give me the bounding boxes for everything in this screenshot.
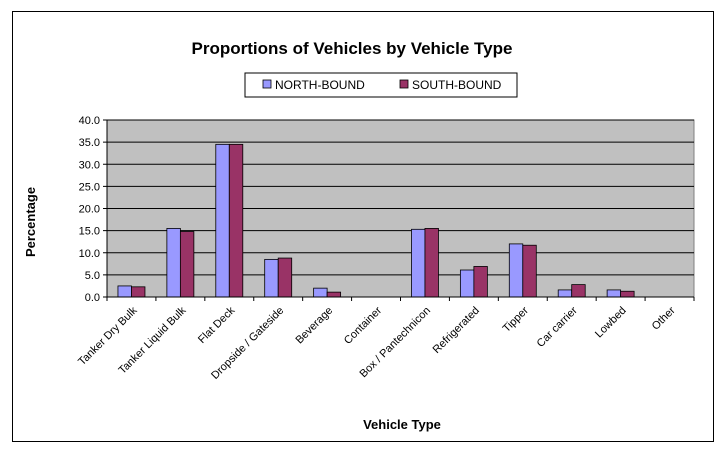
x-category-label: Tipper	[501, 304, 531, 334]
y-tick-label: 0.0	[85, 292, 100, 304]
bar-north-bound	[117, 285, 132, 298]
bar-south-bound	[522, 244, 537, 298]
bar-north-bound	[264, 258, 279, 298]
y-tick-label: 25.0	[79, 181, 100, 193]
x-category-label: Refrigerated	[431, 305, 482, 356]
y-tick-label: 10.0	[79, 248, 100, 260]
y-tick-label: 30.0	[79, 159, 100, 171]
bar-south-bound	[228, 143, 244, 298]
bar-south-bound	[424, 228, 439, 298]
x-axis-title: Vehicle Type	[363, 417, 441, 432]
bar-south-bound	[179, 231, 195, 298]
gridlines	[107, 119, 694, 298]
bar-north-bound	[215, 143, 230, 298]
chart-frame: Proportions of Vehicles by Vehicle Type …	[12, 11, 714, 442]
legend-swatch	[399, 79, 409, 89]
legend-box	[244, 72, 518, 98]
bar-north-bound	[606, 289, 622, 298]
y-tick-label: 5.0	[85, 270, 100, 282]
legend-label: SOUTH-BOUND	[412, 78, 502, 92]
bar-south-bound	[620, 290, 635, 298]
legend-label: NORTH-BOUND	[275, 78, 365, 92]
x-category-label: Flat Deck	[196, 304, 238, 346]
y-axis-ticks: 0.0 5.0 10.0 15.0 20.0 25.0 30.0 35.0 40.0	[79, 115, 107, 304]
bar-north-bound	[557, 289, 573, 298]
bar-south-bound	[473, 266, 488, 298]
y-tick-label: 20.0	[79, 204, 100, 216]
y-tick-label: 35.0	[79, 137, 100, 149]
bar-north-bound	[313, 287, 328, 298]
y-axis-title: Percentage	[23, 187, 38, 257]
y-tick-label: 40.0	[79, 115, 100, 127]
legend: NORTH-BOUND SOUTH-BOUND	[244, 72, 518, 98]
x-category-label: Container	[342, 304, 384, 346]
bar-north-bound	[508, 243, 524, 298]
legend-swatch	[262, 79, 272, 89]
bar-south-bound	[277, 257, 293, 298]
bar-north-bound	[411, 228, 426, 298]
x-category-label: Lowbed	[593, 305, 629, 341]
bar-south-bound	[131, 286, 146, 298]
x-category-label: Other	[650, 304, 678, 332]
bar-chart: Proportions of Vehicles by Vehicle Type …	[23, 39, 695, 432]
y-tick-label: 15.0	[79, 226, 100, 238]
bar-south-bound	[571, 284, 586, 298]
bar-south-bound	[326, 291, 342, 298]
chart-title: Proportions of Vehicles by Vehicle Type	[192, 39, 513, 58]
bar-north-bound	[166, 228, 181, 298]
x-category-label: Beverage	[293, 305, 335, 347]
x-category-label: Car carrier	[535, 304, 580, 349]
bar-north-bound	[459, 269, 475, 298]
